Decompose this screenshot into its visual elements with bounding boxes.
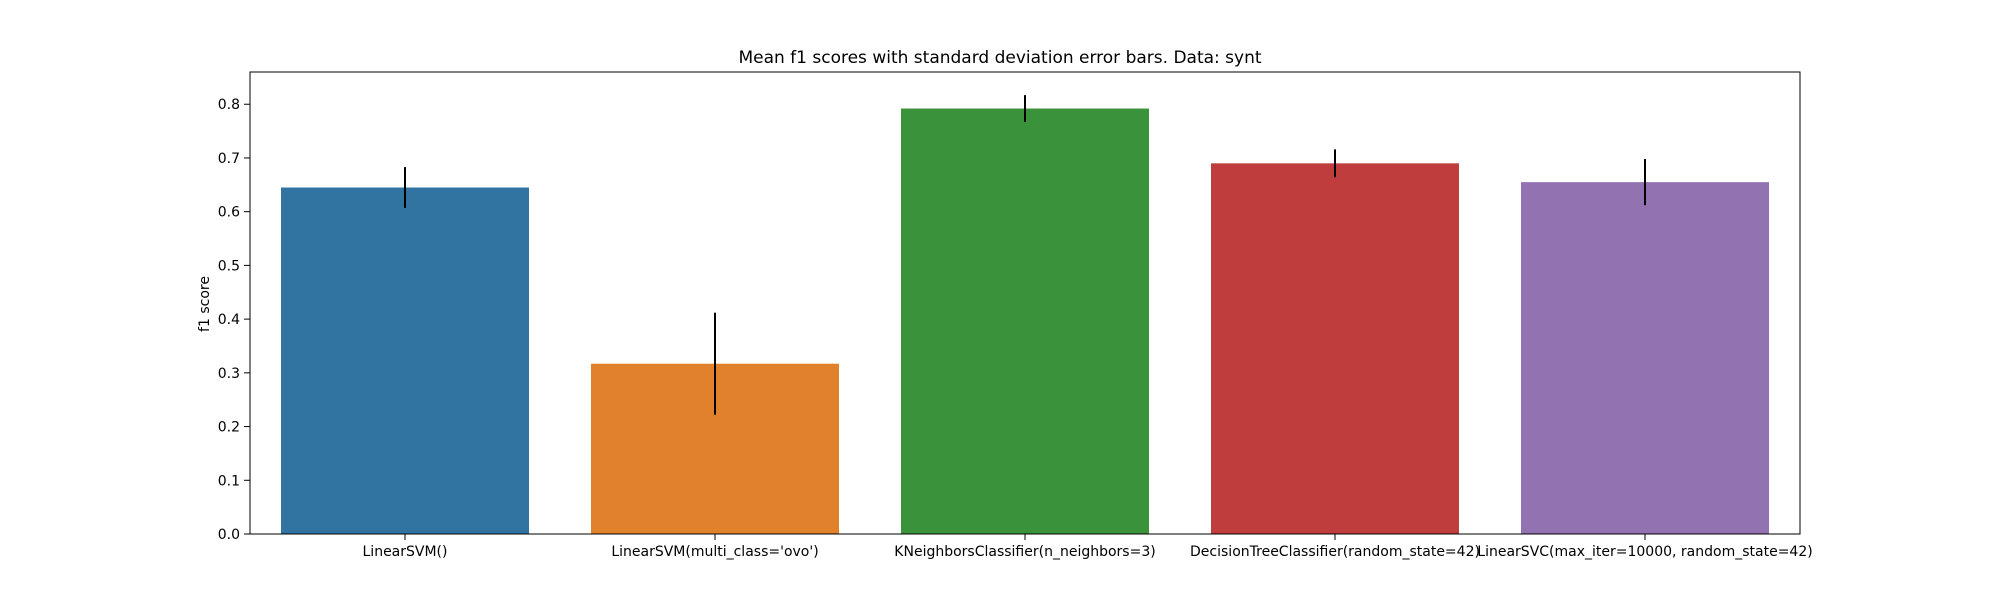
y-axis: 0.0 0.1 0.2 0.3 0.4 0.5 0.6 0.7 0.8 (218, 97, 250, 543)
x-axis: LinearSVM() LinearSVM(multi_class='ovo') K… (363, 534, 1813, 560)
y-tick-label: 0.4 (218, 312, 240, 328)
y-tick-label: 0.2 (218, 420, 240, 436)
y-tick-label: 0.0 (218, 527, 240, 543)
x-tick-label: DecisionTreeClassifier(random_state=42) (1190, 544, 1480, 560)
bar (281, 187, 529, 534)
bar (901, 108, 1149, 534)
bar (1211, 163, 1459, 535)
x-tick-label: LinearSVC(max_iter=10000, random_state=4… (1477, 544, 1812, 560)
x-tick-label: LinearSVM(multi_class='ovo') (611, 544, 818, 560)
y-axis-label: f1 score (197, 276, 213, 332)
plot-frame (249, 71, 1801, 535)
bars-group (281, 108, 1769, 535)
x-tick-label: KNeighborsClassifier(n_neighbors=3) (894, 544, 1155, 560)
bar (1521, 182, 1769, 534)
y-tick-label: 0.3 (218, 366, 240, 382)
y-tick-label: 0.8 (218, 97, 240, 113)
x-tick-label: LinearSVM() (363, 544, 448, 560)
y-tick-label: 0.6 (218, 205, 240, 221)
chart-title: Mean f1 scores with standard deviation e… (738, 48, 1261, 68)
y-tick-label: 0.1 (218, 473, 240, 489)
y-tick-label: 0.5 (218, 258, 240, 274)
y-tick-label: 0.7 (218, 151, 240, 167)
error-bars-group (404, 95, 1646, 415)
